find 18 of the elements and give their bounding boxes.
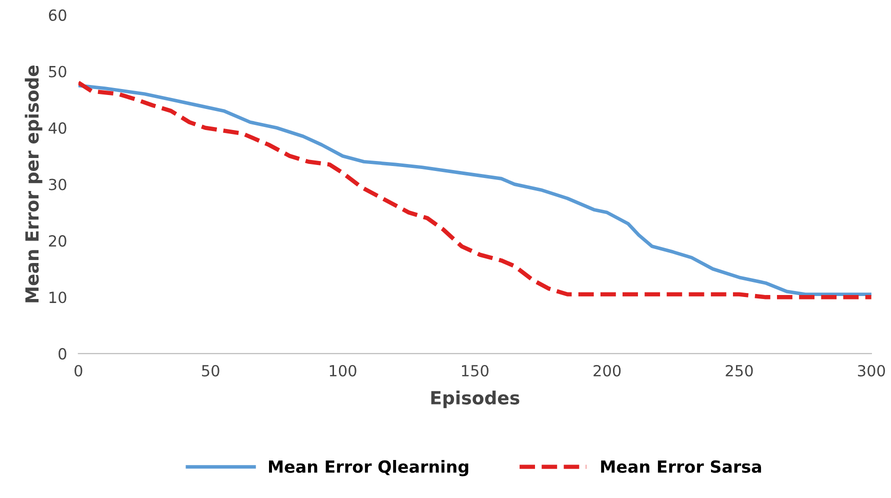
x-tick-label: 0 bbox=[74, 364, 82, 377]
y-tick-label: 60 bbox=[48, 9, 66, 21]
x-tick-label: 100 bbox=[330, 364, 356, 377]
legend-label: Mean Error Qlearning bbox=[269, 460, 468, 476]
legend-label: Mean Error Sarsa bbox=[601, 460, 762, 473]
x-axis-title: Episodes bbox=[431, 390, 520, 408]
y-tick-label: 50 bbox=[49, 66, 66, 78]
x-tick-label: 50 bbox=[202, 364, 220, 377]
y-axis-title: Mean Error per episode bbox=[24, 65, 42, 302]
y-tick-label: 40 bbox=[48, 122, 66, 134]
y-tick-label: 30 bbox=[49, 178, 66, 190]
x-tick-label: 150 bbox=[462, 364, 488, 377]
x-tick-label: 200 bbox=[594, 364, 621, 377]
x-tick-label: 300 bbox=[858, 364, 885, 377]
y-tick-label: 20 bbox=[48, 235, 66, 247]
y-tick-label: 0 bbox=[58, 348, 66, 360]
y-tick-label: 10 bbox=[50, 292, 66, 304]
x-tick-label: 250 bbox=[726, 364, 753, 377]
